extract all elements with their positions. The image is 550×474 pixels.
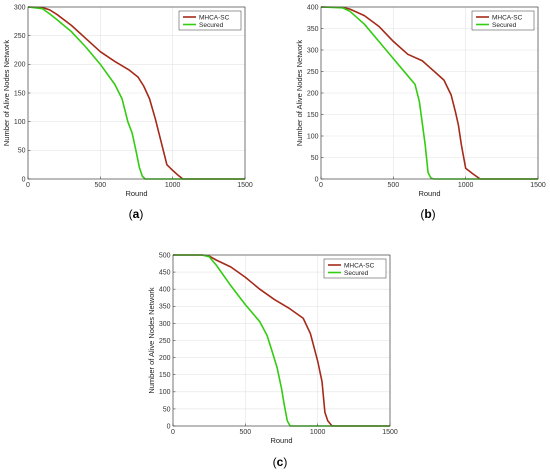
x-tick-label: 500	[387, 182, 399, 189]
y-tick-label: 150	[14, 90, 26, 97]
y-axis-label: Number of Alive Nodes Network	[147, 287, 156, 394]
y-tick-label: 300	[307, 47, 319, 54]
panel-label: (a)	[129, 207, 144, 221]
x-tick-label: 0	[319, 182, 323, 189]
y-tick-label: 400	[307, 4, 319, 11]
y-axis-label: Number of Alive Nodes Network	[2, 40, 11, 147]
y-tick-label: 300	[159, 321, 171, 328]
x-tick-label: 0	[171, 429, 175, 436]
y-tick-label: 200	[14, 62, 26, 69]
series-line-secured	[173, 254, 390, 427]
y-tick-label: 0	[22, 176, 26, 183]
legend-label-secured: Secured	[344, 270, 369, 277]
x-tick-label: 500	[94, 182, 106, 189]
x-axis-label: Round	[270, 436, 292, 445]
x-tick-label: 1000	[165, 182, 181, 189]
panel-label: (b)	[420, 207, 435, 221]
y-tick-label: 400	[159, 287, 171, 294]
legend-label-mhca-sc: MHCA-SC	[492, 14, 523, 21]
x-tick-label: 1500	[530, 182, 546, 189]
y-tick-label: 100	[14, 119, 26, 126]
y-tick-label: 200	[307, 90, 319, 97]
legend-label-secured: Secured	[199, 22, 224, 29]
y-tick-label: 150	[159, 372, 171, 379]
x-axis-label: Round	[418, 189, 440, 198]
y-tick-label: 0	[167, 423, 171, 430]
series-line-mhca-sc	[27, 6, 245, 180]
panel-label: (c)	[273, 455, 288, 469]
y-tick-label: 250	[14, 33, 26, 40]
y-tick-label: 250	[307, 69, 319, 76]
x-tick-label: 1000	[458, 182, 474, 189]
legend-label-mhca-sc: MHCA-SC	[344, 262, 375, 269]
x-tick-label: 0	[26, 182, 30, 189]
y-tick-label: 450	[159, 270, 171, 277]
y-tick-label: 500	[159, 252, 171, 259]
y-axis-label: Number of Alive Nodes Network	[295, 40, 304, 147]
chart-panel-a: 0 500 1000 1500 0 50 100 150 200 250 300 Round Numbe…	[2, 4, 253, 221]
x-tick-label: 500	[239, 429, 251, 436]
y-tick-label: 350	[159, 304, 171, 311]
y-tick-label: 150	[307, 112, 319, 119]
y-tick-label: 50	[311, 155, 319, 162]
y-tick-label: 100	[307, 133, 319, 140]
y-tick-label: 250	[159, 338, 171, 345]
series-line-mhca-sc	[320, 6, 538, 180]
series-line-secured	[320, 6, 538, 180]
series-line-mhca-sc	[173, 254, 390, 427]
legend-label-mhca-sc: MHCA-SC	[199, 14, 230, 21]
series-line-secured	[27, 6, 245, 180]
x-tick-label: 1500	[382, 429, 398, 436]
y-tick-label: 200	[159, 355, 171, 362]
x-tick-label: 1000	[310, 429, 326, 436]
chart-panel-b: 0 500 1000 1500 0 50 100 150 200 250 300 350 400 Roun…	[295, 4, 546, 221]
y-tick-label: 350	[307, 26, 319, 33]
x-axis-label: Round	[125, 189, 147, 198]
y-tick-label: 300	[14, 4, 26, 11]
y-tick-label: 50	[18, 148, 26, 155]
y-tick-label: 100	[159, 389, 171, 396]
legend-label-secured: Secured	[492, 22, 517, 29]
y-tick-label: 50	[163, 406, 171, 413]
y-tick-label: 0	[315, 176, 319, 183]
chart-panel-c: 0 500 1000 1500 0 50 100 150 200 250 300 350 400 450 5…	[147, 252, 398, 469]
x-tick-label: 1500	[237, 182, 253, 189]
